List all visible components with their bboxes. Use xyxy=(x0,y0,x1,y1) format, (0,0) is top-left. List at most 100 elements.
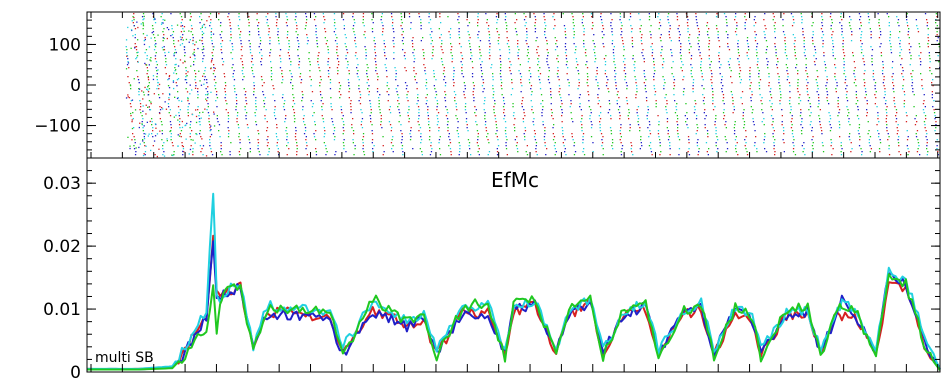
phase-dot xyxy=(804,49,806,51)
phase-dot xyxy=(634,61,636,63)
phase-dot xyxy=(309,61,311,63)
phase-dot xyxy=(772,13,774,15)
phase-dot xyxy=(729,67,731,69)
phase-dot xyxy=(154,37,156,39)
phase-dot xyxy=(438,142,440,144)
phase-dot xyxy=(516,34,518,36)
phase-dot xyxy=(603,34,605,36)
phase-dot xyxy=(187,109,189,111)
phase-dot xyxy=(498,37,500,39)
phase-dot xyxy=(135,151,137,153)
phase-dot xyxy=(561,127,563,129)
phase-dot xyxy=(437,118,439,120)
phase-dot xyxy=(911,85,913,87)
phase-dot xyxy=(746,52,748,54)
phase-dot xyxy=(826,91,828,93)
phase-dot xyxy=(528,79,530,81)
phase-dot xyxy=(741,91,744,93)
phase-dot xyxy=(471,61,473,63)
phase-dot xyxy=(787,73,789,75)
phase-dot xyxy=(644,85,647,87)
phase-dot xyxy=(259,43,261,45)
phase-dot xyxy=(667,139,670,141)
phase-dot xyxy=(807,94,809,96)
phase-dot xyxy=(726,25,728,27)
phase-dot xyxy=(551,112,553,114)
phase-dot xyxy=(273,112,275,114)
phase-dot xyxy=(314,124,316,126)
phase-dot xyxy=(843,52,845,54)
phase-dot xyxy=(235,109,237,111)
phase-dot xyxy=(458,142,460,144)
phase-dot xyxy=(771,124,773,126)
phase-dot xyxy=(818,103,820,105)
phase-dot xyxy=(242,73,244,75)
phase-dot xyxy=(667,19,669,21)
phase-dot xyxy=(199,112,201,114)
phase-dot xyxy=(614,79,616,81)
phase-dot xyxy=(288,58,291,60)
phase-dot xyxy=(776,64,778,66)
phase-dot xyxy=(812,40,814,42)
phase-dot xyxy=(575,49,577,51)
phase-dot xyxy=(264,115,266,117)
phase-dot xyxy=(544,34,546,36)
phase-dot xyxy=(136,21,138,23)
phase-dot xyxy=(133,127,135,129)
phase-dot xyxy=(823,55,825,57)
phase-dot xyxy=(153,49,156,51)
phase-dot xyxy=(162,108,164,110)
phase-dot xyxy=(698,31,700,33)
phase-dot xyxy=(581,115,583,117)
phase-dot xyxy=(755,22,757,24)
phase-dot xyxy=(542,106,544,108)
phase-dot xyxy=(735,13,737,15)
phase-dot xyxy=(483,103,485,105)
phase-dot xyxy=(401,148,403,150)
phase-dot xyxy=(380,115,382,117)
phase-dot xyxy=(359,94,362,96)
phase-dot xyxy=(678,148,681,150)
phase-dot xyxy=(872,73,875,75)
phase-dot xyxy=(750,97,752,99)
phase-dot xyxy=(380,16,383,18)
phase-dot xyxy=(858,133,860,135)
phase-dot xyxy=(535,142,538,144)
phase-dot xyxy=(891,76,893,78)
phase-dot xyxy=(301,91,303,93)
phase-dot xyxy=(438,28,440,30)
phase-dot xyxy=(810,112,812,114)
efficiency-axis-ticks: 00.010.020.03 xyxy=(43,12,940,379)
phase-dot xyxy=(725,121,727,123)
phase-dot xyxy=(152,127,154,129)
phase-dot xyxy=(747,43,749,45)
phase-dot xyxy=(445,82,447,84)
phase-dot xyxy=(279,55,281,57)
phase-dot xyxy=(868,142,870,144)
phase-dot xyxy=(188,41,190,43)
phase-dot xyxy=(168,75,171,77)
phase-dot xyxy=(402,31,404,33)
phase-dot xyxy=(380,124,382,126)
phase-dot xyxy=(433,85,435,87)
phase-dot xyxy=(719,46,721,48)
phase-dot xyxy=(428,124,430,126)
phase-dot xyxy=(230,52,232,54)
phase-dot xyxy=(347,61,349,63)
phase-dot xyxy=(503,103,506,105)
phase-dot xyxy=(866,109,868,111)
phase-dot xyxy=(298,64,300,66)
phase-dot xyxy=(247,127,249,129)
phase-dot xyxy=(563,145,565,147)
phase-dot xyxy=(145,104,147,106)
phase-dot xyxy=(705,13,707,15)
phase-dot xyxy=(452,79,454,81)
phase-dot xyxy=(341,112,343,114)
phase-dot xyxy=(457,133,459,135)
phase-dot xyxy=(142,25,145,27)
phase-dot xyxy=(257,139,259,141)
phase-dot xyxy=(568,82,570,84)
phase-dot xyxy=(277,34,279,36)
phase-dot xyxy=(567,67,569,69)
phase-dot xyxy=(450,151,452,153)
